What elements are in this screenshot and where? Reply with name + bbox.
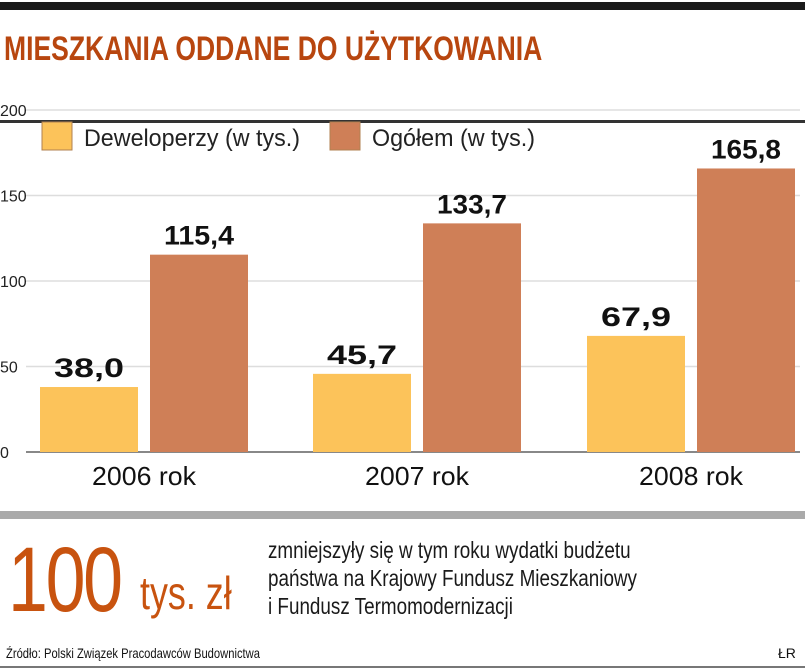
- data-label: 67,9: [601, 302, 671, 332]
- bar-total: [150, 254, 248, 452]
- bar-developers: [40, 387, 138, 452]
- bar-developers: [587, 335, 685, 452]
- source-note: Źródło: Polski Związek Pracodawców Budow…: [6, 645, 260, 661]
- callout-line: zmniejszyły się w tym roku wydatki budże…: [268, 537, 631, 563]
- callout-line: i Fundusz Termomodernizacji: [268, 593, 513, 619]
- chart-title: MIESZKANIA ODDANE DO UŻYTKOWANIA: [4, 30, 543, 68]
- callout-unit: tys. zł: [140, 567, 232, 619]
- legend-swatch: [329, 121, 361, 151]
- data-label: 133,7: [437, 189, 507, 219]
- y-tick-label: 50: [0, 360, 18, 377]
- data-label: 165,8: [711, 134, 781, 164]
- y-tick-label: 150: [0, 189, 27, 206]
- top-rule: [0, 2, 805, 10]
- data-label: 45,7: [327, 340, 397, 370]
- bottom-rule: [0, 666, 805, 668]
- y-tick-label: 200: [0, 103, 27, 120]
- bar-total: [423, 223, 521, 452]
- callout-number: 100: [8, 529, 123, 631]
- callout-line: państwa na Krajowy Fundusz Mieszkaniowy: [268, 565, 637, 591]
- y-tick-label: 100: [0, 274, 27, 291]
- bar-total: [697, 168, 795, 452]
- callout-text: zmniejszyły się w tym roku wydatki budże…: [268, 536, 637, 620]
- legend-swatch: [41, 121, 73, 151]
- bar-developers: [313, 373, 411, 452]
- legend-label: Deweloperzy (w tys.): [84, 125, 300, 152]
- x-tick-label: 2006 rok: [92, 461, 197, 491]
- author-credit: ŁR: [778, 645, 796, 661]
- separator: [0, 511, 805, 519]
- x-tick-label: 2008 rok: [639, 461, 744, 491]
- legend-label: Ogółem (w tys.): [372, 125, 535, 152]
- bar-chart: 0 50 100 150 200 38,0 115,4 2006 rok 45,7 133,7 20…: [0, 103, 800, 491]
- x-tick-label: 2007 rok: [365, 461, 470, 491]
- data-label: 115,4: [164, 221, 234, 251]
- title-rule: [0, 120, 805, 123]
- y-tick-label: 0: [0, 445, 9, 462]
- data-label: 38,0: [54, 353, 124, 383]
